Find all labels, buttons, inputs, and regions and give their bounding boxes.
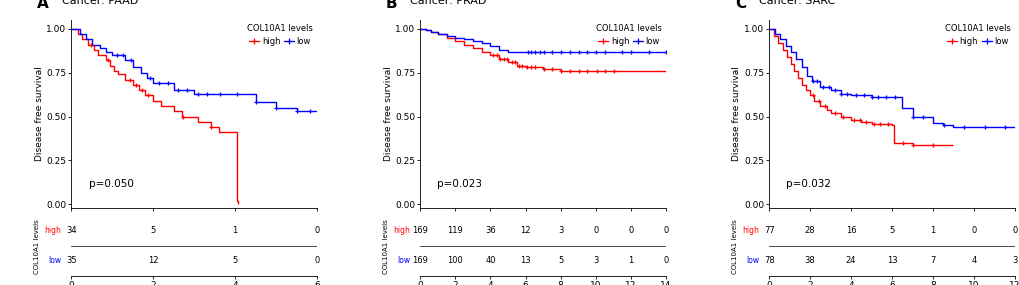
Text: 13: 13: [886, 256, 897, 264]
Text: 0: 0: [1011, 226, 1017, 235]
Text: low: low: [397, 256, 410, 264]
Text: 0: 0: [970, 226, 975, 235]
Text: 4: 4: [970, 256, 975, 264]
Text: 5: 5: [889, 226, 894, 235]
Legend: high, low: high, low: [944, 24, 1010, 46]
Legend: high, low: high, low: [247, 24, 313, 46]
Text: 1: 1: [929, 226, 934, 235]
Legend: high, low: high, low: [595, 24, 661, 46]
Text: 36: 36: [485, 226, 495, 235]
Text: 169: 169: [412, 256, 428, 264]
Text: Cancer: PRAD: Cancer: PRAD: [410, 0, 486, 5]
Text: 24: 24: [845, 256, 856, 264]
Text: C: C: [734, 0, 745, 11]
Text: 1: 1: [232, 226, 237, 235]
Text: 1: 1: [628, 256, 633, 264]
Text: 100: 100: [447, 256, 463, 264]
Text: 12: 12: [148, 256, 158, 264]
Text: 78: 78: [763, 256, 773, 264]
Text: 7: 7: [929, 256, 934, 264]
Text: 35: 35: [66, 256, 76, 264]
Text: Cancer: SARC: Cancer: SARC: [758, 0, 835, 5]
Text: low: low: [746, 256, 758, 264]
Text: 28: 28: [804, 226, 814, 235]
Text: p=0.023: p=0.023: [437, 179, 482, 189]
Text: 3: 3: [557, 226, 562, 235]
Text: 0: 0: [314, 256, 319, 264]
Text: COL10A1 levels: COL10A1 levels: [34, 220, 40, 274]
Y-axis label: Disease free survival: Disease free survival: [35, 66, 44, 161]
Text: 169: 169: [412, 226, 428, 235]
Text: 13: 13: [520, 256, 531, 264]
Text: 34: 34: [66, 226, 76, 235]
Text: low: low: [48, 256, 61, 264]
Text: high: high: [742, 226, 758, 235]
Text: p=0.050: p=0.050: [89, 179, 133, 189]
Text: p=0.032: p=0.032: [786, 179, 830, 189]
Text: 16: 16: [845, 226, 856, 235]
Text: Cancer: PAAD: Cancer: PAAD: [61, 0, 138, 5]
Y-axis label: Disease free survival: Disease free survival: [732, 66, 741, 161]
Text: 0: 0: [662, 226, 668, 235]
Text: 119: 119: [447, 226, 463, 235]
Text: A: A: [37, 0, 49, 11]
Text: 77: 77: [763, 226, 773, 235]
Y-axis label: Disease free survival: Disease free survival: [383, 66, 392, 161]
Text: 0: 0: [593, 226, 598, 235]
Text: 0: 0: [314, 226, 319, 235]
Text: COL10A1 levels: COL10A1 levels: [382, 220, 388, 274]
Text: 0: 0: [628, 226, 633, 235]
Text: COL10A1 levels: COL10A1 levels: [731, 220, 737, 274]
Text: 5: 5: [557, 256, 562, 264]
Text: B: B: [385, 0, 397, 11]
Text: high: high: [393, 226, 410, 235]
Text: 3: 3: [592, 256, 598, 264]
Text: 0: 0: [662, 256, 668, 264]
Text: 40: 40: [485, 256, 495, 264]
Text: 5: 5: [232, 256, 237, 264]
Text: 38: 38: [804, 256, 815, 264]
Text: high: high: [45, 226, 61, 235]
Text: 12: 12: [520, 226, 530, 235]
Text: 5: 5: [151, 226, 156, 235]
Text: 3: 3: [1011, 256, 1017, 264]
